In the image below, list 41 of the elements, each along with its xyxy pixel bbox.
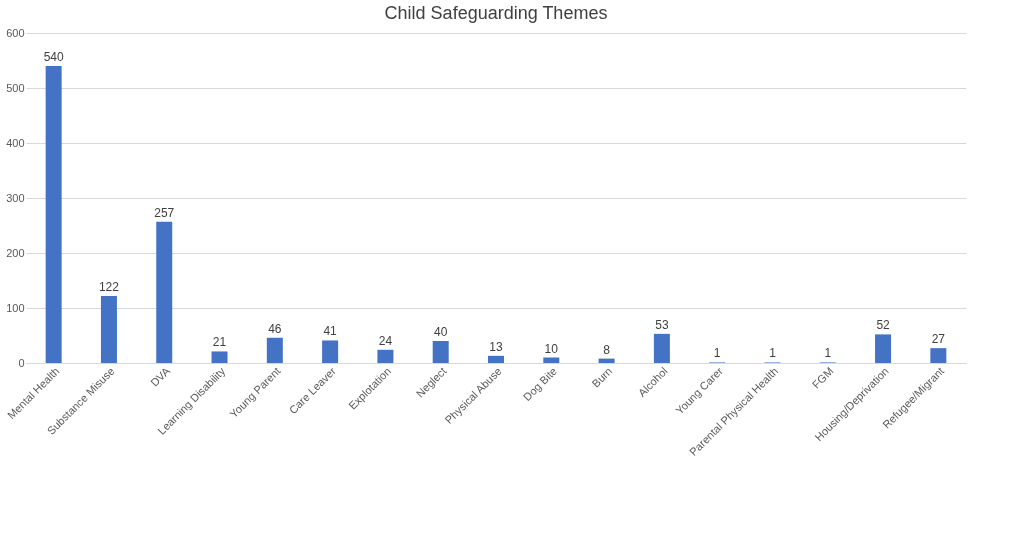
data-label: 52 bbox=[876, 318, 891, 333]
chart-title: Child Safeguarding Themes bbox=[384, 3, 608, 23]
data-label: 21 bbox=[212, 335, 227, 350]
bar bbox=[266, 337, 283, 363]
data-label: 257 bbox=[154, 205, 175, 220]
bar bbox=[930, 348, 947, 363]
data-label: 122 bbox=[98, 279, 120, 294]
bar bbox=[377, 349, 394, 363]
y-tick-label: 400 bbox=[6, 136, 25, 149]
data-label: 27 bbox=[931, 332, 946, 347]
bar bbox=[875, 334, 892, 363]
y-tick-label: 600 bbox=[6, 26, 25, 39]
bar bbox=[100, 295, 117, 363]
y-tick-label: 500 bbox=[6, 81, 25, 94]
bar bbox=[488, 355, 504, 363]
bar bbox=[432, 341, 449, 363]
data-label: 24 bbox=[378, 333, 393, 348]
data-label: 53 bbox=[655, 317, 669, 332]
data-label: 8 bbox=[603, 342, 611, 357]
y-tick-label: 200 bbox=[6, 246, 25, 259]
y-tick-label: 300 bbox=[6, 191, 25, 204]
y-tick-label: 0 bbox=[18, 356, 25, 369]
bar bbox=[653, 333, 670, 363]
data-label: 10 bbox=[544, 341, 559, 356]
bar bbox=[211, 351, 228, 363]
bar bbox=[45, 66, 62, 363]
data-label: 41 bbox=[323, 324, 338, 339]
data-label: 1 bbox=[713, 346, 721, 361]
x-tick-label: DVA bbox=[148, 364, 173, 389]
data-label: 46 bbox=[268, 321, 282, 336]
data-label: 40 bbox=[434, 325, 448, 339]
data-label: 1 bbox=[769, 346, 777, 361]
bar bbox=[156, 221, 173, 363]
data-label: 1 bbox=[824, 346, 832, 361]
x-tick-label: Dog Bite bbox=[520, 364, 560, 404]
y-tick-label: 100 bbox=[6, 301, 25, 314]
data-label: 540 bbox=[43, 50, 64, 64]
data-label: 13 bbox=[489, 339, 503, 354]
bar bbox=[543, 357, 560, 363]
bar bbox=[598, 358, 615, 363]
bar bbox=[322, 340, 339, 363]
